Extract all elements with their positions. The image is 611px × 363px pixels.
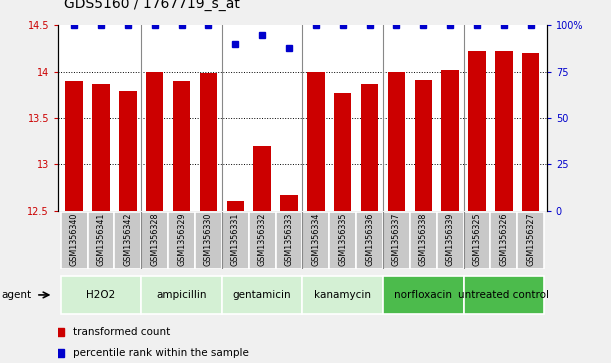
Text: GSM1356342: GSM1356342: [123, 213, 133, 266]
Bar: [415, 80, 432, 211]
Bar: [276, 212, 302, 269]
Text: norfloxacin: norfloxacin: [394, 290, 452, 300]
Text: ampicillin: ampicillin: [156, 290, 207, 300]
Bar: [329, 212, 356, 269]
Bar: [227, 201, 244, 211]
Bar: [388, 72, 405, 211]
Bar: [60, 276, 141, 314]
Bar: [60, 212, 87, 269]
Bar: [65, 81, 83, 211]
Text: GSM1356339: GSM1356339: [445, 213, 455, 266]
Text: GSM1356337: GSM1356337: [392, 213, 401, 266]
Bar: [280, 195, 298, 211]
Bar: [356, 212, 383, 269]
Text: GSM1356330: GSM1356330: [204, 213, 213, 266]
Text: GSM1356326: GSM1356326: [499, 213, 508, 266]
Text: GSM1356329: GSM1356329: [177, 213, 186, 266]
Bar: [87, 212, 114, 269]
Text: transformed count: transformed count: [73, 327, 170, 337]
Bar: [168, 212, 195, 269]
Text: H2O2: H2O2: [86, 290, 115, 300]
Bar: [114, 212, 141, 269]
Bar: [141, 276, 222, 314]
Text: GSM1356327: GSM1356327: [526, 213, 535, 266]
Text: GSM1356334: GSM1356334: [312, 213, 320, 266]
Bar: [141, 212, 168, 269]
Bar: [464, 276, 544, 314]
Bar: [518, 212, 544, 269]
Bar: [307, 72, 324, 211]
Bar: [254, 146, 271, 211]
Text: untreated control: untreated control: [458, 290, 549, 300]
Bar: [302, 276, 383, 314]
Bar: [119, 91, 137, 211]
Bar: [195, 212, 222, 269]
Text: agent: agent: [2, 290, 32, 300]
Text: GSM1356340: GSM1356340: [70, 213, 79, 266]
Bar: [222, 212, 249, 269]
Bar: [410, 212, 437, 269]
Bar: [464, 212, 491, 269]
Bar: [200, 73, 217, 211]
Text: GSM1356331: GSM1356331: [231, 213, 240, 266]
Text: GSM1356338: GSM1356338: [419, 213, 428, 266]
Text: gentamicin: gentamicin: [233, 290, 291, 300]
Bar: [302, 212, 329, 269]
Bar: [383, 212, 410, 269]
Text: kanamycin: kanamycin: [314, 290, 371, 300]
Bar: [334, 93, 351, 211]
Text: GSM1356336: GSM1356336: [365, 213, 374, 266]
Text: GSM1356341: GSM1356341: [97, 213, 106, 266]
Bar: [361, 84, 378, 211]
Text: GSM1356328: GSM1356328: [150, 213, 159, 266]
Bar: [146, 72, 164, 211]
Text: GSM1356325: GSM1356325: [472, 213, 481, 266]
Bar: [522, 53, 540, 211]
Bar: [222, 276, 302, 314]
Bar: [491, 212, 518, 269]
Bar: [249, 212, 276, 269]
Bar: [173, 81, 190, 211]
Text: GDS5160 / 1767719_s_at: GDS5160 / 1767719_s_at: [64, 0, 240, 11]
Bar: [441, 70, 459, 211]
Text: GSM1356332: GSM1356332: [258, 213, 266, 266]
Bar: [383, 276, 464, 314]
Bar: [437, 212, 464, 269]
Bar: [468, 51, 486, 211]
Text: GSM1356335: GSM1356335: [338, 213, 347, 266]
Bar: [495, 51, 513, 211]
Text: percentile rank within the sample: percentile rank within the sample: [73, 348, 249, 358]
Text: GSM1356333: GSM1356333: [285, 213, 293, 266]
Bar: [92, 84, 110, 211]
